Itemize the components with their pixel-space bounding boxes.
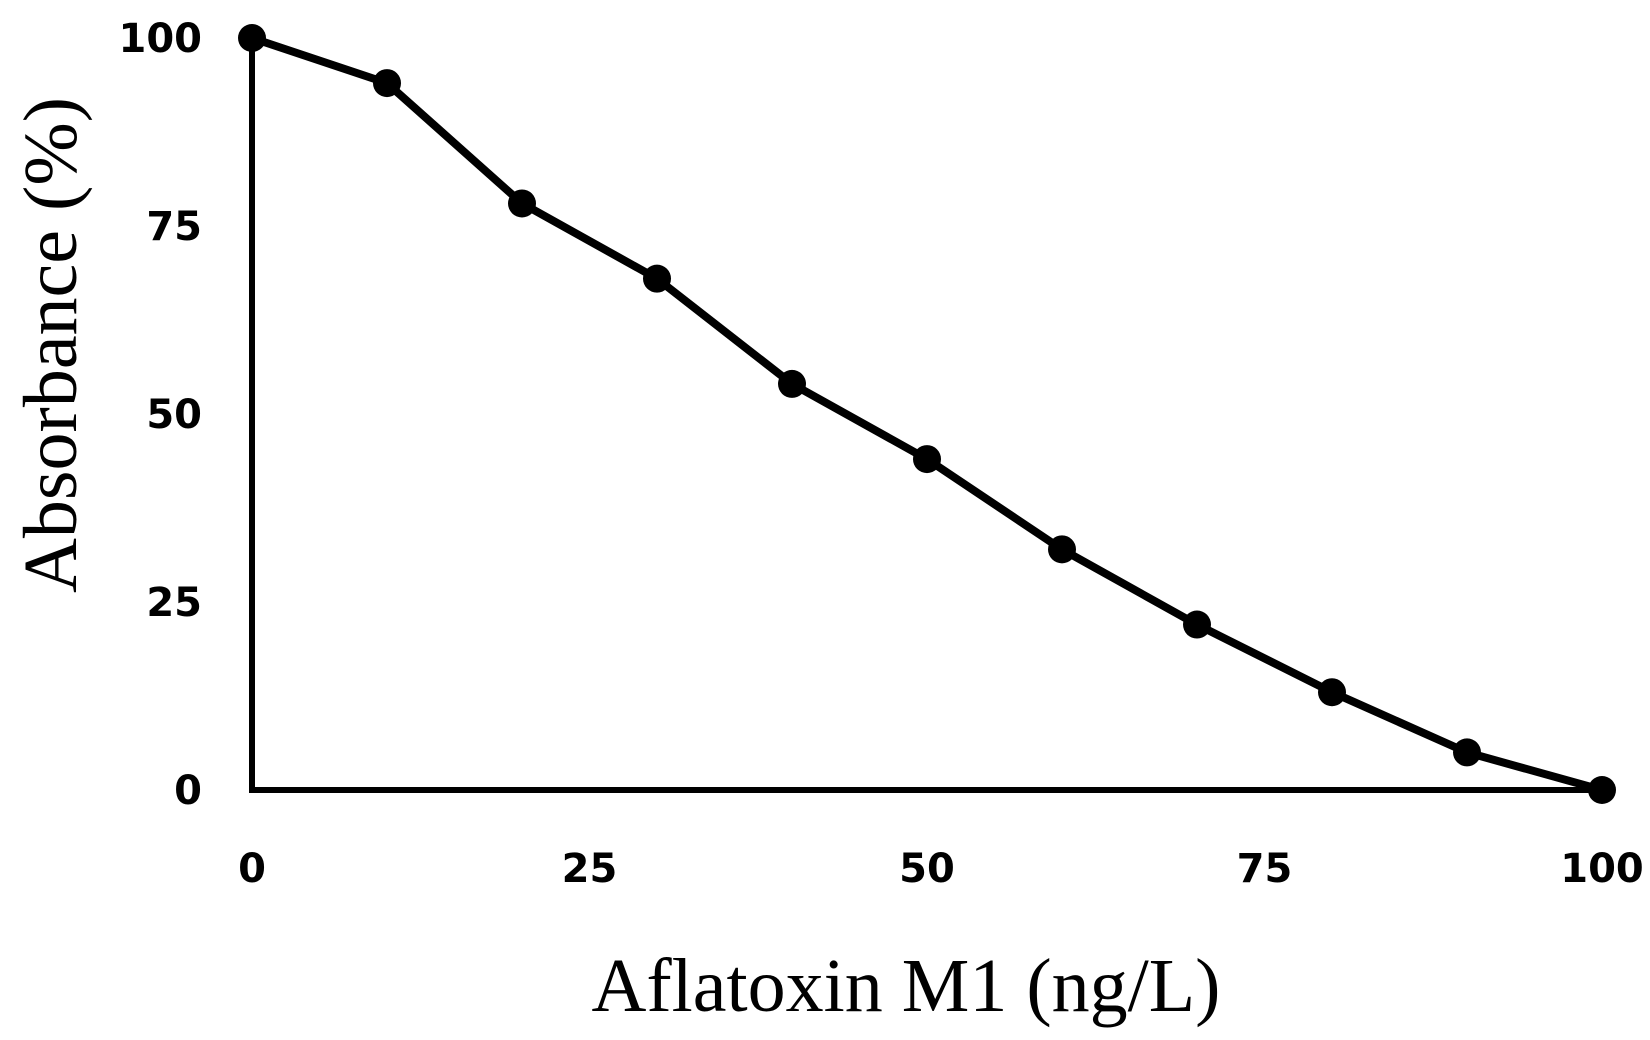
y-tick-label: 0 — [174, 768, 202, 814]
y-tick-label: 75 — [146, 204, 202, 250]
axes — [249, 38, 1602, 793]
x-tick-label: 0 — [238, 846, 266, 892]
data-point — [1453, 738, 1481, 767]
x-tick-label: 75 — [1237, 846, 1293, 892]
y-tick-label: 50 — [146, 392, 202, 438]
data-point — [1183, 610, 1211, 639]
data-point — [1048, 535, 1076, 564]
y-tick-label: 100 — [119, 16, 203, 62]
data-point — [1318, 678, 1346, 707]
data-point — [373, 69, 401, 98]
series-layer — [238, 24, 1616, 804]
data-point — [238, 24, 266, 52]
x-tick-label: 25 — [562, 846, 618, 892]
x-axis-title: Aflatoxin M1 (ng/L) — [591, 944, 1220, 1028]
data-point — [508, 189, 536, 218]
x-tick-labels: 0 25 50 75 100 — [238, 846, 1644, 892]
data-point — [1588, 776, 1616, 804]
x-tick-label: 100 — [1560, 846, 1644, 892]
x-tick-label: 50 — [899, 846, 955, 892]
series-line — [250, 34, 1604, 794]
y-tick-labels: 0 25 50 75 100 — [119, 16, 203, 814]
data-point — [913, 445, 941, 474]
data-point — [643, 264, 671, 293]
y-tick-label: 25 — [146, 580, 202, 626]
y-axis-title: Absorbance (%) — [9, 97, 93, 593]
data-point — [778, 369, 806, 398]
